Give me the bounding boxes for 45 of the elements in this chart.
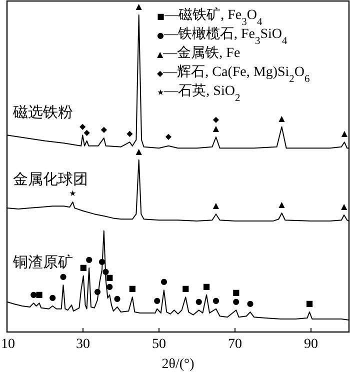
annotation: ●	[114, 294, 121, 303]
series-label: 铜渣原矿	[12, 254, 73, 272]
x-tick-label: 70	[228, 337, 242, 352]
annotation: ★—石英, SiO$_{2}$	[157, 83, 240, 104]
annotation: ■—磁铁矿, Fe$_{3}$O$_{4}$	[157, 7, 263, 28]
series-label: 金属化球团	[13, 171, 88, 188]
annotation: ▲	[136, 2, 143, 11]
annotation: ▲	[340, 202, 348, 212]
annotation: ■	[306, 299, 314, 308]
annotation: ◆	[212, 115, 220, 124]
annotation: ★	[69, 189, 76, 198]
annotation: ■	[80, 262, 88, 272]
annotation: ◆	[100, 124, 108, 134]
annotation: ▲	[136, 146, 143, 156]
annotation: ▲	[212, 124, 220, 134]
annotation: ●	[195, 297, 202, 306]
annotation: ◆	[126, 129, 134, 138]
x-tick-label: 90	[304, 337, 318, 352]
x-tick-label: 10	[1, 337, 15, 352]
annotation: ■	[36, 290, 44, 300]
x-tick-label: 30	[76, 337, 90, 352]
annotation: ▲	[278, 200, 286, 210]
annotation: ◆—辉石, Ca(Fe, Mg)Si$_{2}$O$_{6}$	[157, 64, 310, 84]
annotation: ●	[154, 296, 161, 305]
x-tick-label: 50	[152, 337, 166, 352]
annotation: ▲	[341, 129, 348, 138]
annotation: ●—铁橄榄石, Fe$_{3}$SiO$_{4}$	[157, 26, 288, 46]
annotation: ▲—金属铁, Fe	[157, 45, 240, 61]
x-axis-title: 2θ/(°)	[162, 357, 195, 372]
annotation: ▲	[212, 201, 220, 210]
annotation: ●	[60, 272, 67, 282]
annotation: ●	[30, 290, 38, 300]
annotation: ●	[212, 296, 220, 305]
annotation: ●	[49, 293, 56, 302]
annotation: ●	[246, 299, 254, 308]
annotation: ●	[86, 254, 93, 264]
series-label: 磁选铁粉	[12, 104, 73, 122]
annotation: ■	[182, 284, 190, 294]
annotation: ●	[160, 277, 168, 286]
annotation: ■	[128, 284, 136, 294]
annotation: ■	[232, 288, 240, 298]
annotation: ◆	[165, 132, 172, 141]
annotation: ■	[202, 282, 210, 291]
annotation: ●	[232, 297, 240, 306]
annotation: ▲	[278, 114, 286, 123]
